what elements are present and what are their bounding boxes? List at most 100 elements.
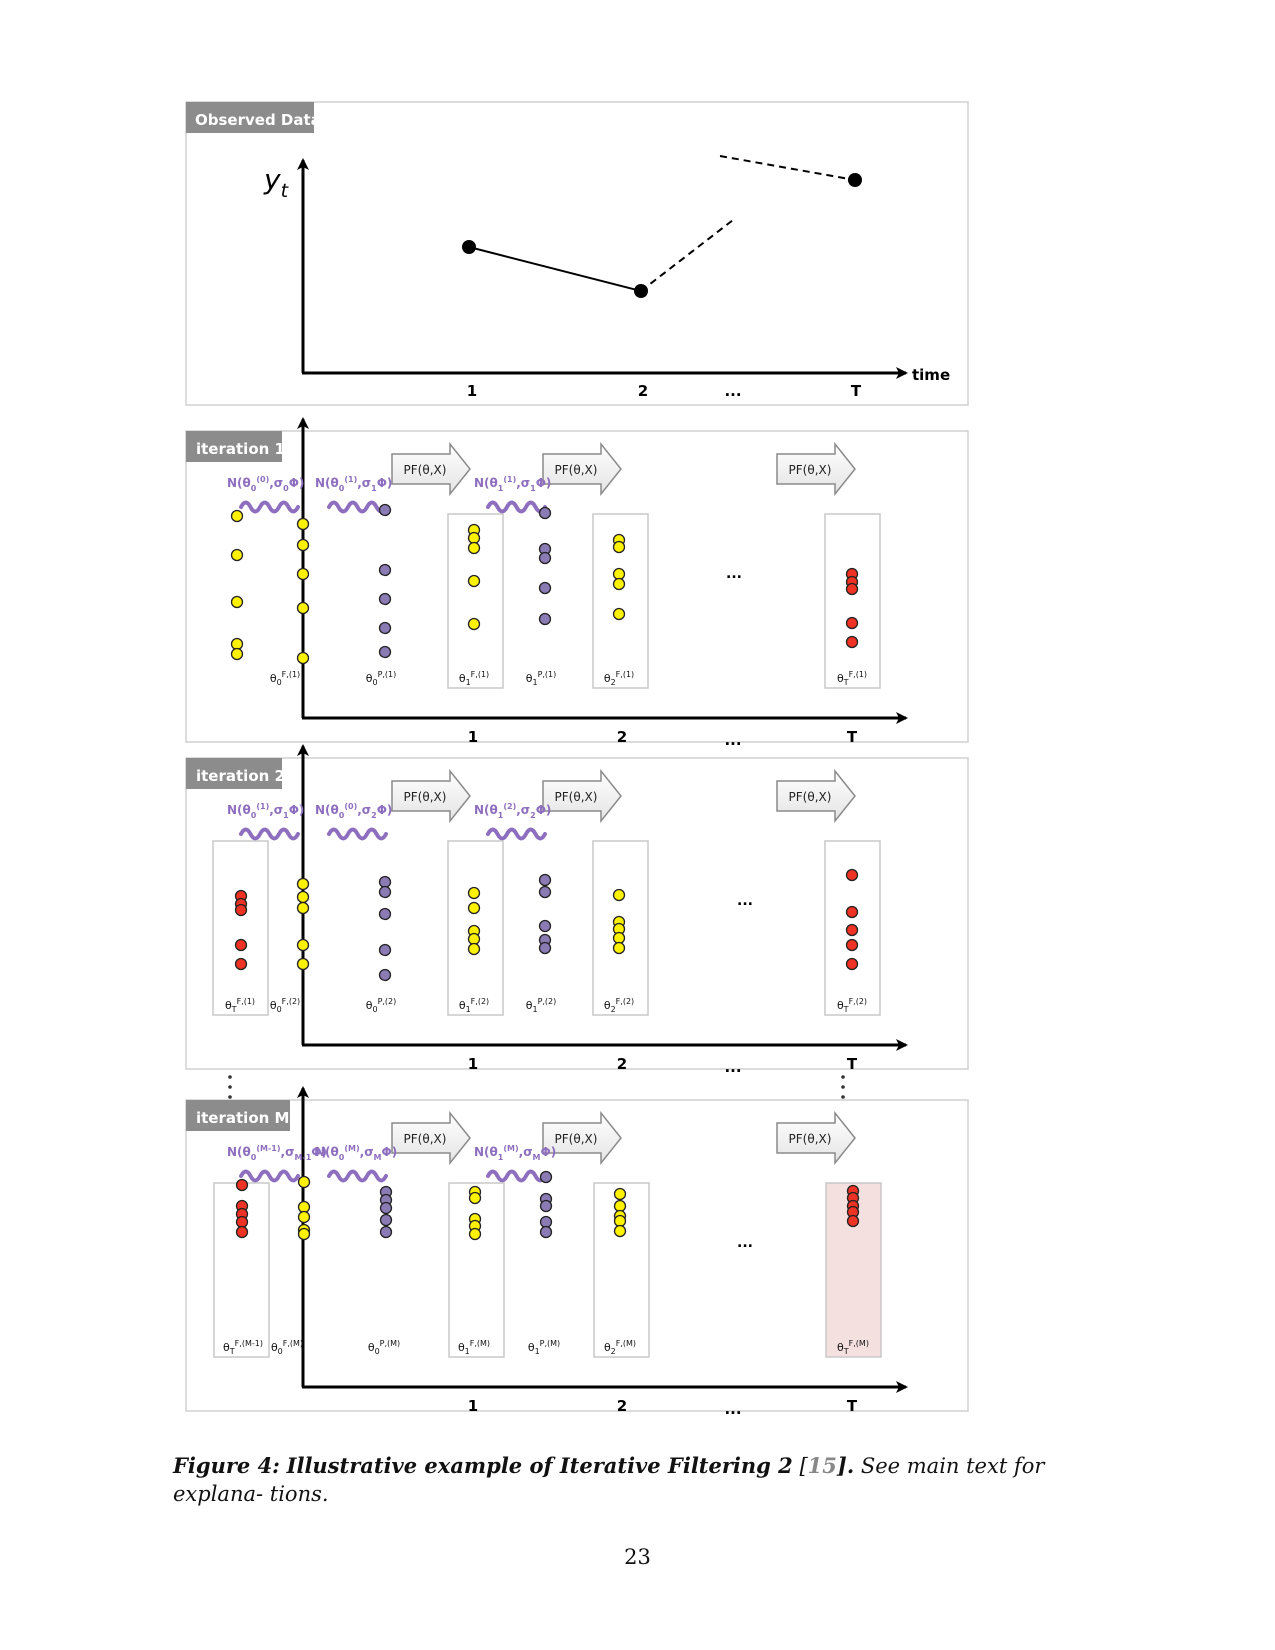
page-number: 23 (624, 1545, 651, 1569)
particle-yellow (296, 567, 310, 581)
label-base: θ (526, 999, 533, 1012)
parameter-label: θ1P,(2) (526, 997, 557, 1014)
tick-label: T (847, 728, 858, 746)
label-part: 0 (251, 484, 257, 493)
label-part: ,σ (519, 1145, 533, 1159)
label-sup: F,(1) (237, 997, 255, 1006)
tick-label: 1 (468, 728, 478, 746)
label-part: (1) (503, 475, 516, 484)
label-part: 1 (530, 484, 536, 493)
label-sub: 0 (372, 1005, 377, 1014)
label-sub: 2 (611, 678, 616, 687)
panel-tab (186, 758, 282, 789)
panel-tab (186, 431, 282, 462)
random-walk-label: N(θ1(1),σ1Φ) (474, 475, 551, 493)
label-part: (1) (344, 475, 357, 484)
label-part: M-1 (294, 1153, 311, 1162)
label-sup: F,(M) (616, 1339, 636, 1348)
label-part: Φ) (289, 803, 305, 817)
parameter-label: θ1P,(1) (526, 670, 557, 687)
dashed-segment-top (719, 155, 856, 181)
label-base: θ (223, 1341, 230, 1354)
random-walk-label: N(θ1(2),σ2Φ) (474, 802, 551, 820)
tick-label: 1 (468, 1397, 478, 1415)
label-part: ,σ (357, 476, 371, 490)
particle-red (845, 616, 859, 630)
label-part: (1) (256, 802, 269, 811)
vdot (841, 1095, 845, 1099)
label-sub: 1 (465, 1347, 470, 1356)
label-part: 2 (530, 811, 536, 820)
parameter-label: θTF,(1) (837, 670, 867, 687)
particle-filter-arrow: PF(θ,X) (542, 441, 622, 497)
particle-yellow (467, 531, 481, 545)
label-sub: 1 (535, 1347, 540, 1356)
particle-filter-arrow: PF(θ,X) (776, 1110, 856, 1166)
tick-T: T (851, 382, 862, 400)
vdot (841, 1075, 845, 1079)
tick-1: 1 (467, 382, 477, 400)
label-part: (0) (256, 475, 269, 484)
parameter-label: θ1F,(M) (458, 1339, 490, 1356)
particle-red (235, 1178, 249, 1192)
random-walk-label: N(θ0(M-1),σM-1Φ) (227, 1144, 327, 1162)
particle-purple (378, 875, 392, 889)
caption-ref-close: ]. (836, 1453, 855, 1478)
label-part: Φ) (382, 1145, 398, 1159)
label-sub: 1 (466, 678, 471, 687)
label-part: 2 (371, 811, 377, 820)
vdot (228, 1075, 232, 1079)
label-part: Φ) (536, 476, 552, 490)
parameter-label: θ2F,(2) (604, 997, 634, 1014)
pf-arrow-shape (542, 768, 622, 824)
caption-ref-open: [ (799, 1454, 808, 1478)
label-sup: F,(1) (282, 670, 300, 679)
label-sub: 2 (611, 1005, 616, 1014)
particle-filter-arrow: PF(θ,X) (391, 1110, 471, 1166)
label-part: Φ) (536, 803, 552, 817)
label-sup: F,(2) (282, 997, 300, 1006)
pf-label: PF(θ,X) (555, 463, 598, 477)
random-walk-squiggle (327, 500, 388, 514)
parameter-label: θ2F,(1) (604, 670, 634, 687)
particle-filter-arrow: PF(θ,X) (391, 441, 471, 497)
label-sub: T (231, 1005, 237, 1014)
particle-yellow (613, 1199, 627, 1213)
particle-purple (378, 621, 392, 635)
caption-text: See main text for explana- tions. (173, 1454, 1045, 1506)
dashed-segment-up (640, 219, 734, 292)
tick-label: T (847, 1055, 858, 1073)
label-part: Φ) (541, 1145, 557, 1159)
label-base: θ (270, 999, 277, 1012)
label-sub: 0 (277, 1005, 282, 1014)
label-sup: F,(M) (283, 1339, 303, 1348)
parameter-label: θ1F,(2) (459, 997, 489, 1014)
label-part: 1 (371, 484, 377, 493)
label-part: N(θ (227, 476, 251, 490)
parameter-label: θTF,(1) (225, 997, 255, 1014)
particle-yellow (230, 637, 244, 651)
iteration-panel-2: iteration 2 1 2... T PF(θ,X) PF(θ,X) PF(θ,X) N(… (185, 744, 969, 1076)
label-part: Φ) (289, 476, 305, 490)
particle-purple (378, 885, 392, 899)
label-sub: T (843, 678, 849, 687)
particle-yellow (296, 877, 310, 891)
particle-purple (378, 968, 392, 982)
label-part: ,σ (269, 803, 283, 817)
iteration-panel-3: iteration M1 2... TPF(θ,X) PF(θ,X) PF(θ,X)N(… (185, 1086, 969, 1418)
random-walk-squiggle (239, 827, 300, 841)
particle-yellow (296, 890, 310, 904)
particle-purple (538, 506, 552, 520)
particle-yellow (613, 1187, 627, 1201)
panel-title: iteration 2 (196, 767, 285, 785)
label-base: θ (526, 672, 533, 685)
particle-yellow (612, 540, 626, 554)
label-sub: 0 (277, 678, 282, 687)
particle-yellow (467, 541, 481, 555)
citation-link[interactable]: 15 (807, 1453, 837, 1478)
panel-tab (186, 1100, 290, 1131)
label-base: θ (366, 672, 373, 685)
panel-title: iteration 1 (196, 440, 285, 458)
label-part: 0 (339, 1153, 345, 1162)
particle-purple (378, 645, 392, 659)
